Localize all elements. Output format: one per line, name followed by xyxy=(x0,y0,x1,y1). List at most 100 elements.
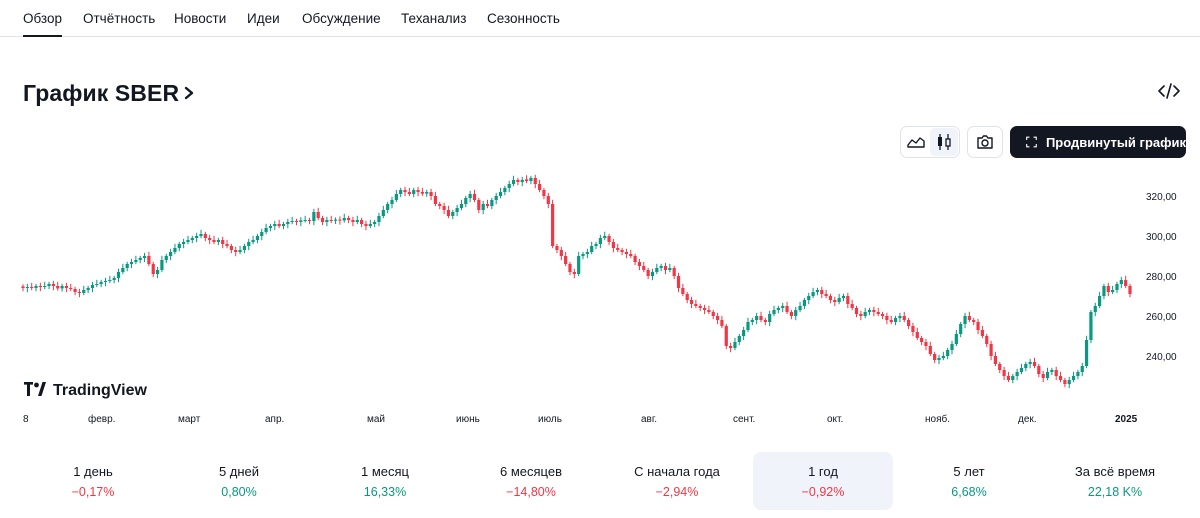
chart-style-toggle xyxy=(900,126,960,158)
candle xyxy=(724,323,728,350)
candle xyxy=(368,219,372,229)
period-change: −0,17% xyxy=(71,485,115,499)
candle xyxy=(946,347,950,360)
period-6-months[interactable]: 6 месяцев −14,80% xyxy=(461,452,601,510)
candle xyxy=(290,216,294,225)
candle xyxy=(598,234,602,249)
candle xyxy=(399,187,403,198)
candlestick-button[interactable] xyxy=(930,128,958,156)
candle xyxy=(759,311,763,323)
candle xyxy=(655,263,659,275)
candle xyxy=(1050,367,1054,376)
candle xyxy=(485,199,490,209)
candle xyxy=(69,283,73,292)
candle xyxy=(594,241,598,250)
candle xyxy=(798,301,802,313)
price-chart[interactable]: 320,00 300,00 280,00 260,00 240,00 8 февр. мар… xyxy=(0,160,1200,430)
candle xyxy=(303,215,307,223)
candle xyxy=(1011,373,1015,384)
tab-technical-analysis[interactable]: Теханализ xyxy=(401,11,467,26)
tab-seasonality[interactable]: Сезонность xyxy=(487,11,560,26)
period-label: 5 дней xyxy=(218,464,260,479)
period-ytd[interactable]: С начала года −2,94% xyxy=(607,452,747,510)
candle xyxy=(1106,282,1110,297)
candle xyxy=(277,219,281,229)
candle xyxy=(234,246,238,257)
tab-overview[interactable]: Обзор xyxy=(23,11,62,37)
candle xyxy=(980,325,984,339)
candle xyxy=(794,306,798,321)
candle xyxy=(312,208,316,226)
line-chart-button[interactable] xyxy=(902,128,930,156)
candle xyxy=(99,279,103,288)
candle xyxy=(346,215,351,224)
advanced-chart-button[interactable]: Продвинутый график xyxy=(1010,126,1186,158)
candle xyxy=(815,287,820,296)
candle xyxy=(867,307,872,316)
candle xyxy=(746,317,750,333)
candle xyxy=(568,261,572,276)
candle xyxy=(477,197,481,214)
tab-discussion[interactable]: Обсуждение xyxy=(302,11,381,26)
candle xyxy=(412,187,416,198)
candle xyxy=(650,268,655,281)
tradingview-wordmark: TradingView xyxy=(53,382,148,399)
candle xyxy=(1037,363,1041,378)
period-5-days[interactable]: 5 дней 0,80% xyxy=(169,452,309,510)
candle xyxy=(299,217,303,227)
candle xyxy=(73,286,77,296)
candle xyxy=(125,261,129,272)
candle xyxy=(95,279,99,288)
candle xyxy=(360,217,364,228)
chart-title-link[interactable]: График SBER xyxy=(23,78,196,108)
candle xyxy=(611,238,615,253)
code-icon[interactable] xyxy=(1156,80,1182,102)
tab-news[interactable]: Новости xyxy=(174,11,227,26)
candle xyxy=(763,317,767,326)
candle xyxy=(38,282,42,292)
candle xyxy=(386,201,390,214)
period-change: 0,80% xyxy=(221,485,257,499)
candle xyxy=(203,231,207,242)
tab-ideas[interactable]: Идеи xyxy=(247,11,280,26)
candle xyxy=(720,315,724,329)
candle xyxy=(672,265,676,280)
candle xyxy=(915,327,919,341)
candle xyxy=(581,251,585,260)
candle xyxy=(885,312,889,325)
period-all-time[interactable]: За всё время 22,18 K% xyxy=(1045,452,1185,510)
candle xyxy=(255,233,260,244)
candle xyxy=(43,281,47,290)
period-5-years[interactable]: 5 лет 6,68% xyxy=(899,452,1039,510)
candle xyxy=(564,251,568,267)
candle xyxy=(572,268,576,279)
period-1-year[interactable]: 1 год −0,92% xyxy=(753,452,893,510)
candle xyxy=(954,329,958,347)
candle xyxy=(659,263,663,272)
candle xyxy=(538,179,542,193)
time-tick-label: дек. xyxy=(1018,414,1037,425)
candle xyxy=(342,213,346,223)
candle xyxy=(750,317,754,326)
candle xyxy=(481,200,485,215)
candle xyxy=(247,238,251,251)
candle xyxy=(260,228,264,241)
candle xyxy=(854,305,859,318)
fullscreen-icon xyxy=(1026,136,1037,148)
candle xyxy=(603,231,607,241)
candle xyxy=(472,189,477,203)
candle xyxy=(529,175,533,185)
tab-reports[interactable]: Отчётность xyxy=(83,11,156,26)
candle xyxy=(880,311,885,320)
screenshot-button[interactable] xyxy=(967,126,1003,158)
period-1-day[interactable]: 1 день −0,17% xyxy=(23,452,163,510)
performance-periods: 1 день −0,17% 5 дней 0,80% 1 месяц 16,33… xyxy=(0,452,1200,512)
candle xyxy=(702,304,707,315)
period-1-month[interactable]: 1 месяц 16,33% xyxy=(315,452,455,510)
period-label: 5 лет xyxy=(953,464,985,479)
candle xyxy=(1093,302,1097,317)
candle xyxy=(333,217,338,224)
candle xyxy=(676,272,681,293)
candle xyxy=(811,287,815,299)
candle xyxy=(294,218,299,226)
